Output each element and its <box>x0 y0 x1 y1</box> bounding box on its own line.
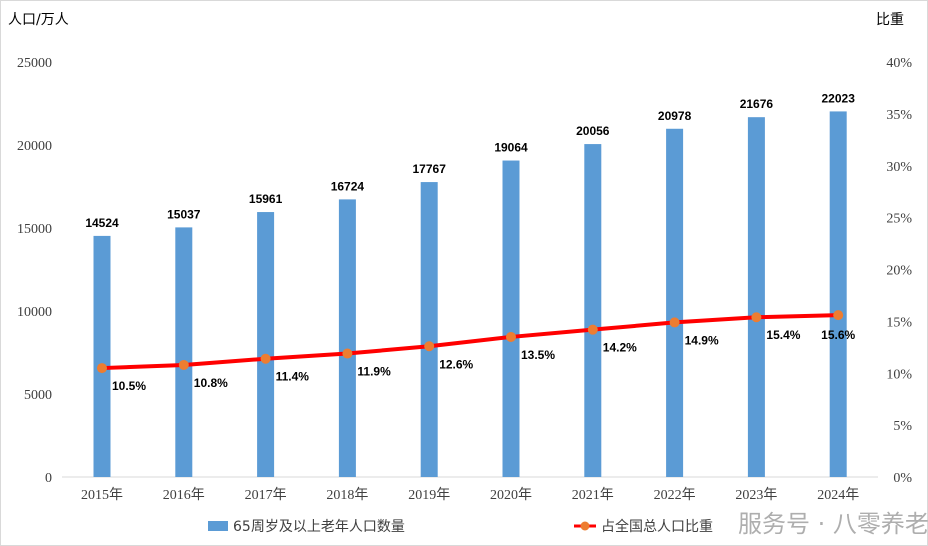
x-tick-label: 2023年 <box>735 487 777 503</box>
y-tick-label: 15000 <box>17 222 52 237</box>
y2-tick-label: 5% <box>893 419 912 434</box>
line-point <box>587 324 598 335</box>
ratio-line <box>101 313 839 371</box>
y2-tick-label: 10% <box>886 367 912 382</box>
line-value-label: 14.2% <box>603 341 637 355</box>
legend-bar-swatch <box>208 521 228 531</box>
y2-tick-label: 30% <box>886 160 912 175</box>
bar <box>584 144 602 477</box>
line-point <box>260 353 271 364</box>
line-point <box>424 341 435 352</box>
line-value-label: 10.5% <box>112 379 146 393</box>
bar-value-label: 19064 <box>494 141 528 155</box>
line-point <box>97 363 107 374</box>
bar-value-label: 22023 <box>822 91 856 105</box>
x-tick-label: 2020年 <box>490 487 532 503</box>
bar-value-label: 20978 <box>658 109 692 123</box>
line-point <box>342 348 353 359</box>
bar <box>257 212 275 477</box>
legend-line-label: 占全国总人口比重 <box>601 518 713 535</box>
x-tick-label: 2015年 <box>81 487 123 503</box>
y-tick-label: 20000 <box>17 139 52 154</box>
x-tick-label: 2019年 <box>408 487 450 503</box>
bar <box>175 227 193 477</box>
y2-tick-label: 15% <box>886 315 912 330</box>
line-value-label: 14.9% <box>685 333 719 347</box>
x-tick-label: 2021年 <box>572 487 614 503</box>
bar <box>666 128 684 477</box>
y2-tick-label: 25% <box>886 212 912 227</box>
bar <box>502 160 520 477</box>
line-value-label: 13.5% <box>521 348 555 362</box>
y2-tick-label: 0% <box>893 471 912 486</box>
bar <box>747 117 765 477</box>
line-value-label: 15.4% <box>766 328 800 342</box>
bar <box>829 111 847 477</box>
line-point <box>833 310 844 321</box>
bar-value-label: 20056 <box>576 124 610 138</box>
y2-tick-label: 35% <box>886 108 912 123</box>
y2-tick-label: 20% <box>886 264 912 279</box>
x-tick-label: 2024年 <box>817 487 859 503</box>
y2-axis-title: 比重 <box>876 12 904 28</box>
line-value-label: 15.6% <box>821 328 855 342</box>
line-point <box>751 312 762 323</box>
bar-value-label: 15961 <box>249 192 283 206</box>
bar-value-label: 15037 <box>167 207 201 221</box>
y2-tick-label: 40% <box>886 56 912 71</box>
bar-value-label: 16724 <box>331 179 365 193</box>
bar <box>338 199 356 478</box>
x-tick-label: 2022年 <box>654 487 696 503</box>
legend-bar-label: 65周岁及以上老年人口数量 <box>233 519 405 535</box>
legend-line-marker <box>580 521 590 531</box>
bar-value-label: 17767 <box>413 162 447 176</box>
line-value-label: 11.4% <box>276 370 310 384</box>
x-tick-label: 2017年 <box>245 487 287 503</box>
x-tick-label: 2018年 <box>326 487 368 503</box>
line-value-label: 10.8% <box>194 376 228 390</box>
line-point <box>669 317 680 328</box>
watermark: 服务号 · 八零养老 <box>738 510 928 538</box>
bar-value-label: 14524 <box>85 216 119 230</box>
line-value-label: 11.9% <box>357 365 391 379</box>
y-tick-label: 10000 <box>17 305 52 320</box>
x-tick-label: 2016年 <box>163 487 205 503</box>
y-tick-label: 0 <box>45 471 52 486</box>
y-axis-title: 人口/万人 <box>8 12 69 28</box>
bar-value-label: 21676 <box>740 97 774 111</box>
y-tick-label: 25000 <box>17 56 52 71</box>
line-point <box>178 359 189 370</box>
y-tick-label: 5000 <box>24 388 52 403</box>
bar <box>93 235 111 477</box>
line-point <box>506 331 516 342</box>
bar <box>420 182 438 477</box>
legend: 65周岁及以上老年人口数量 占全国总人口比重 <box>208 518 713 535</box>
line-value-label: 12.6% <box>439 357 473 371</box>
